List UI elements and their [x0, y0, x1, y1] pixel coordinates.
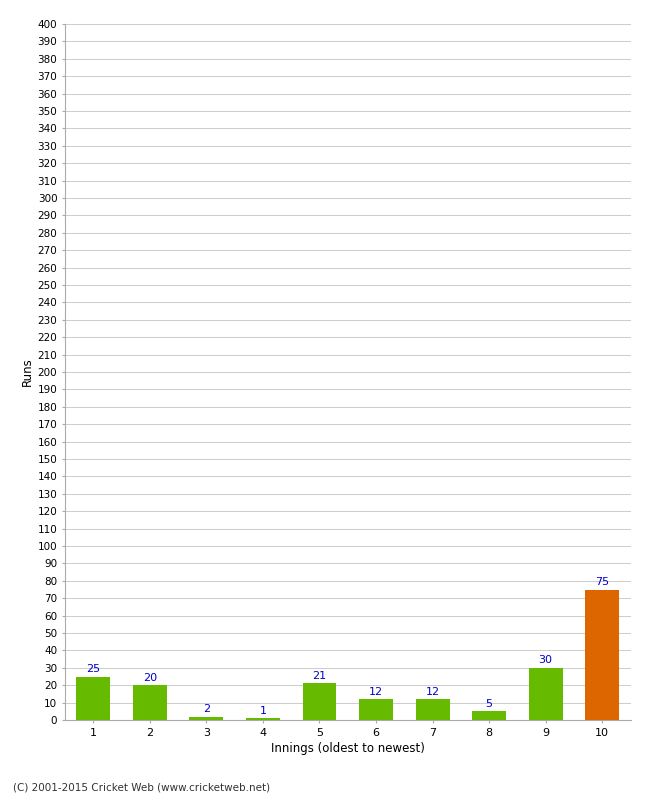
Text: 1: 1 — [259, 706, 266, 716]
Text: 21: 21 — [313, 671, 326, 681]
Bar — [302, 683, 337, 720]
Bar — [359, 699, 393, 720]
Text: 75: 75 — [595, 577, 609, 587]
Text: 2: 2 — [203, 704, 210, 714]
Text: 30: 30 — [539, 655, 552, 665]
Text: 5: 5 — [486, 698, 493, 709]
Bar — [133, 685, 167, 720]
Text: 25: 25 — [86, 664, 100, 674]
Bar — [472, 711, 506, 720]
Bar — [415, 699, 450, 720]
Bar — [189, 717, 224, 720]
Text: 12: 12 — [426, 686, 439, 697]
Bar — [246, 718, 280, 720]
Bar — [76, 677, 111, 720]
Bar — [585, 590, 619, 720]
Text: 20: 20 — [143, 673, 157, 682]
Bar — [528, 668, 563, 720]
Y-axis label: Runs: Runs — [20, 358, 33, 386]
Text: (C) 2001-2015 Cricket Web (www.cricketweb.net): (C) 2001-2015 Cricket Web (www.cricketwe… — [13, 782, 270, 792]
X-axis label: Innings (oldest to newest): Innings (oldest to newest) — [271, 742, 424, 755]
Text: 12: 12 — [369, 686, 383, 697]
